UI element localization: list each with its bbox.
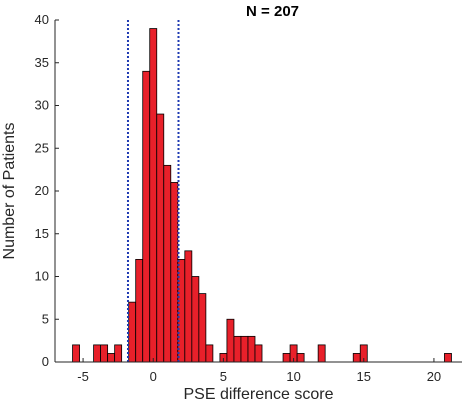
histogram-bar xyxy=(177,258,186,363)
y-axis-label: Number of Patients xyxy=(1,123,18,260)
histogram-bar xyxy=(352,353,361,363)
axes-group: 0 5 10 15 20 25 30 35 40 -5 0 5 10 15 20 xyxy=(35,12,462,384)
histogram-bar xyxy=(191,276,200,363)
y-tick-label: 20 xyxy=(35,183,49,198)
x-tick-label: 20 xyxy=(427,369,441,384)
x-tick-label: 0 xyxy=(150,369,157,384)
histogram-bar xyxy=(149,28,158,363)
histogram-bar xyxy=(100,344,109,363)
bars-group xyxy=(72,28,452,363)
histogram-bar xyxy=(233,335,242,363)
y-tick-label: 40 xyxy=(35,12,49,27)
histogram-bar xyxy=(114,344,123,363)
histogram-bar xyxy=(163,164,172,363)
histogram-bar xyxy=(296,353,305,363)
histogram-bar xyxy=(205,344,214,363)
y-tick-label: 0 xyxy=(42,354,49,369)
histogram-bar xyxy=(282,353,291,363)
histogram-bar xyxy=(128,301,137,363)
y-tick-label: 5 xyxy=(42,311,49,326)
histogram-bar xyxy=(170,182,179,363)
histogram-bar xyxy=(93,344,102,363)
histogram-bar xyxy=(226,318,235,363)
histogram-bar xyxy=(444,353,452,363)
x-tick-label: 10 xyxy=(286,369,300,384)
histogram-bar xyxy=(135,258,144,363)
x-tick-label: 15 xyxy=(357,369,371,384)
histogram-bar xyxy=(184,250,193,363)
y-tick-label: 25 xyxy=(35,140,49,155)
histogram-bar xyxy=(247,335,256,363)
y-tick-label: 30 xyxy=(35,98,49,113)
y-tick-label: 15 xyxy=(35,226,49,241)
x-tick-label: -5 xyxy=(77,369,89,384)
histogram-bar xyxy=(198,293,207,363)
histogram-bar xyxy=(254,344,263,363)
histogram-bar xyxy=(107,353,116,363)
histogram-bar xyxy=(156,113,165,363)
histogram-bar xyxy=(142,70,151,363)
x-axis-label: PSE difference score xyxy=(183,386,333,403)
reference-lines-group xyxy=(126,20,180,362)
y-tick-label: 35 xyxy=(35,55,49,70)
histogram-bar xyxy=(317,344,326,363)
chart-title: N = 207 xyxy=(246,3,299,20)
histogram-bar xyxy=(72,344,80,363)
histogram-bar xyxy=(240,335,249,363)
y-tick-label: 10 xyxy=(35,269,49,284)
x-tick-label: 5 xyxy=(220,369,227,384)
